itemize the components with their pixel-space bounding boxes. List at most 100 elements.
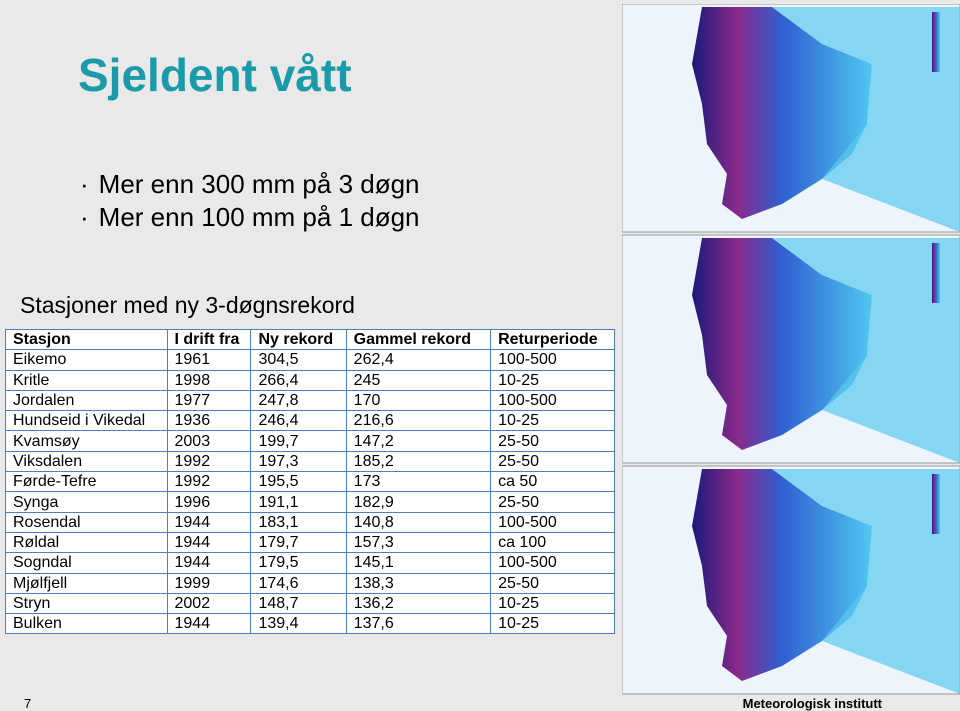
table-cell: 1996 <box>166 491 252 513</box>
header-row: Stasjon I drift fra Ny rekord Gammel rekord… <box>5 328 615 351</box>
table-cell: 25-50 <box>490 491 615 513</box>
table-cell: 245 <box>345 369 492 391</box>
table-cell: 266,4 <box>250 369 347 391</box>
table-cell: Kvamsøy <box>5 430 168 452</box>
table-row: Kritle 1998 266,4 245 10-25 <box>5 369 615 391</box>
map-panel <box>622 234 960 464</box>
table-cell: 10-25 <box>490 592 615 615</box>
map-panel <box>622 465 960 695</box>
table-cell: 140,8 <box>345 511 492 533</box>
table-cell: 199,7 <box>250 430 347 452</box>
table-cell: 10-25 <box>490 613 615 635</box>
table-cell: 262,4 <box>345 349 492 371</box>
table-row: Jordalen 1977 247,8 170 100-500 <box>5 389 615 412</box>
table-cell: 2003 <box>166 430 252 452</box>
table-cell: 1944 <box>166 613 252 635</box>
table-cell: 2002 <box>166 592 252 615</box>
table-row: Mjølfjell 1999 174,6 138,3 25-50 <box>5 572 615 594</box>
table-cell: 137,6 <box>345 613 492 635</box>
table-cell: 1998 <box>166 369 252 391</box>
table-cell: 100-500 <box>490 389 615 412</box>
record-table: Stasjon I drift fra Ny rekord Gammel rekord… <box>5 328 615 635</box>
table-cell: Sogndal <box>5 552 168 574</box>
table-cell: Synga <box>5 491 168 513</box>
table-cell: 138,3 <box>345 572 492 594</box>
table-cell: 25-50 <box>490 572 615 594</box>
table-cell: 170 <box>345 389 492 412</box>
table-cell: 100-500 <box>490 511 615 533</box>
table-row: Kvamsøy 2003 199,7 147,2 25-50 <box>5 430 615 452</box>
table-cell: 247,8 <box>250 389 347 412</box>
table-cell: Viksdalen <box>5 450 168 473</box>
table-cell: 100-500 <box>490 349 615 371</box>
table-cell: Jordalen <box>5 389 168 412</box>
table-cell: 182,9 <box>345 491 492 513</box>
table-cell: Røldal <box>5 531 168 554</box>
table-cell: Mjølfjell <box>5 572 168 594</box>
table-cell: 216,6 <box>345 410 492 432</box>
table-cell: 191,1 <box>250 491 347 513</box>
table-cell: Kritle <box>5 369 168 391</box>
table-cell: 25-50 <box>490 430 615 452</box>
table-cell: 139,4 <box>250 613 347 635</box>
table-cell: 1992 <box>166 450 252 473</box>
table-cell: Rosendal <box>5 511 168 533</box>
table-cell: 197,3 <box>250 450 347 473</box>
table-cell: 145,1 <box>345 552 492 574</box>
table-cell: 185,2 <box>345 450 492 473</box>
title: Sjeldent vått <box>78 49 352 101</box>
table-cell: 304,5 <box>250 349 347 371</box>
column-header: Ny rekord <box>250 328 347 351</box>
table-cell: 183,1 <box>250 511 347 533</box>
bullet: Mer enn 100 mm på 1 døgn <box>80 201 420 234</box>
table-row: Bulken 1944 139,4 137,6 10-25 <box>5 613 615 635</box>
table-cell: Eikemo <box>5 349 168 371</box>
table-cell: 148,7 <box>250 592 347 615</box>
bullet-list: Mer enn 300 mm på 3 døgnMer enn 100 mm p… <box>80 168 420 234</box>
table-row: Førde-Tefre 1992 195,5 173 ca 50 <box>5 471 615 493</box>
table-cell: 100-500 <box>490 552 615 574</box>
table-cell: 1944 <box>166 531 252 554</box>
table-cell: 173 <box>345 471 492 493</box>
table-cell: 1992 <box>166 471 252 493</box>
subtitle: Stasjoner med ny 3-døgnsrekord <box>20 292 355 318</box>
table-cell: 1944 <box>166 511 252 533</box>
table-row: Sogndal 1944 179,5 145,1 100-500 <box>5 552 615 574</box>
table-cell: Stryn <box>5 592 168 615</box>
table-cell: 147,2 <box>345 430 492 452</box>
table-row: Eikemo 1961 304,5 262,4 100-500 <box>5 349 615 371</box>
table-cell: Hundseid i Vikedal <box>5 410 168 432</box>
table-cell: 195,5 <box>250 471 347 493</box>
table-cell: 1961 <box>166 349 252 371</box>
table-cell: Førde-Tefre <box>5 471 168 493</box>
table-cell: 25-50 <box>490 450 615 473</box>
column-header: Returperiode <box>490 328 615 351</box>
table-row: Stryn 2002 148,7 136,2 10-25 <box>5 592 615 615</box>
table-cell: 179,5 <box>250 552 347 574</box>
table-cell: ca 100 <box>490 531 615 554</box>
map-panel <box>622 4 960 233</box>
table-row: Hundseid i Vikedal 1936 246,4 216,6 10-25 <box>5 410 615 432</box>
table-cell: 136,2 <box>345 592 492 615</box>
page-number: 7 <box>24 696 32 711</box>
table-row: Røldal 1944 179,7 157,3 ca 100 <box>5 531 615 554</box>
table-cell: ca 50 <box>490 471 615 493</box>
table-cell: 1999 <box>166 572 252 594</box>
table-cell: 179,7 <box>250 531 347 554</box>
bullet: Mer enn 300 mm på 3 døgn <box>80 168 420 201</box>
table-cell: 157,3 <box>345 531 492 554</box>
table-row: Viksdalen 1992 197,3 185,2 25-50 <box>5 450 615 473</box>
table-cell: 1936 <box>166 410 252 432</box>
table-cell: Bulken <box>5 613 168 635</box>
column-header: Gammel rekord <box>345 328 492 351</box>
column-header: Stasjon <box>5 328 168 351</box>
table-cell: 10-25 <box>490 369 615 391</box>
table-row: Synga 1996 191,1 182,9 25-50 <box>5 491 615 513</box>
table-cell: 1977 <box>166 389 252 412</box>
table-cell: 246,4 <box>250 410 347 432</box>
precipitation-maps <box>622 4 960 695</box>
table-cell: 174,6 <box>250 572 347 594</box>
table-row: Rosendal 1944 183,1 140,8 100-500 <box>5 511 615 533</box>
column-header: I drift fra <box>166 328 252 351</box>
